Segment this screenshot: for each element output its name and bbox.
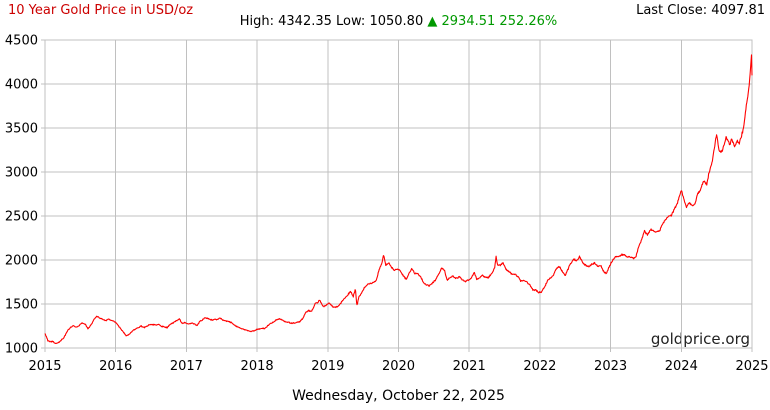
svg-text:2018: 2018: [241, 359, 274, 374]
svg-text:2024: 2024: [665, 359, 698, 374]
svg-text:4000: 4000: [5, 78, 38, 93]
svg-text:2000: 2000: [5, 254, 38, 269]
svg-text:2017: 2017: [170, 359, 203, 374]
svg-text:2020: 2020: [382, 359, 415, 374]
svg-text:2023: 2023: [594, 359, 627, 374]
svg-text:1000: 1000: [5, 342, 38, 357]
watermark: goldprice.org: [650, 330, 750, 348]
svg-text:2015: 2015: [28, 359, 61, 374]
last-close-value: 4097.81: [711, 3, 765, 18]
svg-text:3000: 3000: [5, 166, 38, 181]
svg-text:2021: 2021: [453, 359, 486, 374]
svg-text:3500: 3500: [5, 122, 38, 137]
svg-text:2022: 2022: [523, 359, 556, 374]
svg-text:2500: 2500: [5, 210, 38, 225]
low-value: 1050.80: [369, 14, 424, 29]
change-value: 2934.51: [441, 14, 496, 29]
svg-text:2025: 2025: [735, 359, 768, 374]
last-close: Last Close: 4097.81: [636, 3, 765, 18]
high-value: 4342.35: [278, 14, 332, 29]
change-up-arrow-icon: ▲: [427, 14, 438, 29]
last-close-label: Last Close:: [636, 3, 708, 18]
chart-title: 10 Year Gold Price in USD/oz: [8, 3, 194, 18]
change-percent: 252.26%: [499, 14, 558, 29]
date-label: Wednesday, October 22, 2025: [292, 388, 505, 404]
low-label: Low:: [336, 14, 366, 29]
svg-text:4500: 4500: [5, 34, 38, 49]
svg-text:2016: 2016: [99, 359, 132, 374]
high-low-stats: High: 4342.35 Low: 1050.80 ▲ 2934.51 252…: [45, 14, 752, 29]
high-label: High:: [239, 14, 274, 29]
svg-text:1500: 1500: [5, 298, 38, 313]
svg-text:2019: 2019: [311, 359, 344, 374]
